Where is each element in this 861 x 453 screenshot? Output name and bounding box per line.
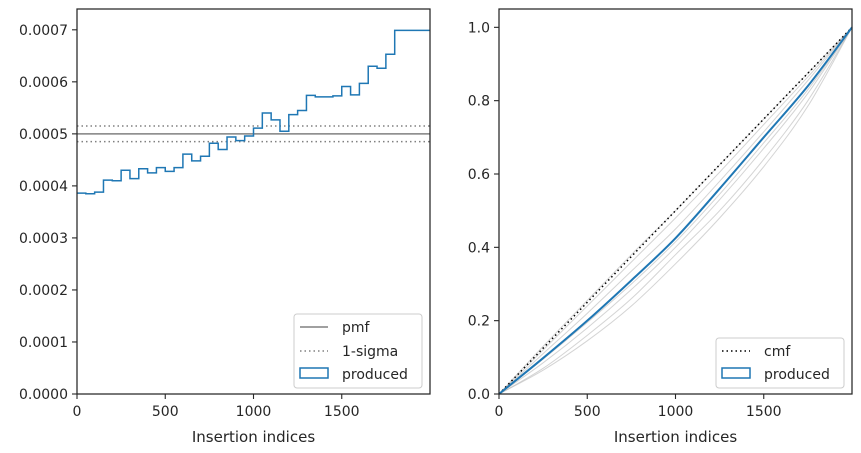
cmf-y-tick-label: 0.2 (468, 314, 490, 330)
cmf-plot-frame (498, 8, 853, 395)
cmf-x-tick-label: 0 (495, 404, 504, 420)
cmf-x-tick-label: 1500 (746, 404, 782, 420)
cmf-y-tick-label: 0.0 (468, 387, 490, 403)
pmf-y-tick-label: 0.0007 (19, 23, 68, 39)
pmf-panel: 0 500 1000 1500 0.0000 0.0001 0.0002 0.0003 0.00… (19, 8, 431, 446)
pmf-y-tick-label: 0.0004 (19, 179, 68, 195)
pmf-y-tick-label: 0.0001 (19, 335, 68, 351)
pmf-y-tick-label: 0.0000 (19, 387, 68, 403)
cmf-y-tick-label: 1.0 (468, 20, 490, 36)
cmf-legend: cmf produced (715, 337, 845, 389)
legend-pmf-label: pmf (342, 320, 371, 336)
sample-cdf-curve (498, 27, 853, 395)
pmf-x-tick-label: 0 (73, 404, 82, 420)
pmf-legend: pmf 1-sigma produced (293, 313, 423, 389)
pmf-y-tick-label: 0.0005 (19, 127, 68, 143)
produced-cdf-line (498, 26, 853, 395)
legend-sigma-label: 1-sigma (342, 344, 398, 360)
produced-step-line (77, 29, 430, 195)
legend-produced-label: produced (342, 367, 408, 383)
cmf-y-tick-label: 0.6 (468, 167, 490, 183)
pmf-legend-box (293, 313, 423, 389)
cmf-x-tick-label: 500 (574, 404, 601, 420)
legend-cmf-produced-label: produced (764, 367, 830, 383)
sample-cdf-curve (498, 26, 853, 395)
cmf-x-tick-label: 1000 (658, 404, 694, 420)
pmf-y-tick-label: 0.0002 (19, 283, 68, 299)
sample-cdf-curve (498, 27, 853, 395)
pmf-x-tick-label: 500 (152, 404, 179, 420)
sample-cdf-curve (498, 27, 853, 395)
cmf-panel: 0 500 1000 1500 0.0 0.2 0.4 0.6 0.8 1.0 Insertion… (468, 8, 853, 446)
legend-produced-patch (299, 367, 329, 379)
sample-cdf-curve (498, 27, 853, 395)
cmf-x-axis-label: Insertion indices (614, 428, 737, 446)
cmf-legend-box (715, 337, 845, 389)
sample-cdf-curve (498, 27, 853, 395)
pmf-y-tick-label: 0.0006 (19, 75, 68, 91)
pmf-y-tick-label: 0.0003 (19, 231, 68, 247)
legend-cmf-label: cmf (764, 344, 791, 360)
pmf-x-tick-label: 1000 (236, 404, 272, 420)
sample-cdf-curve (498, 27, 853, 395)
cmf-line (498, 26, 853, 395)
pmf-x-axis-label: Insertion indices (192, 428, 315, 446)
pmf-x-tick-label: 1500 (324, 404, 360, 420)
cmf-y-tick-label: 0.4 (468, 240, 490, 256)
legend-cmf-produced-patch (721, 367, 751, 379)
cmf-y-tick-label: 0.8 (468, 94, 490, 110)
